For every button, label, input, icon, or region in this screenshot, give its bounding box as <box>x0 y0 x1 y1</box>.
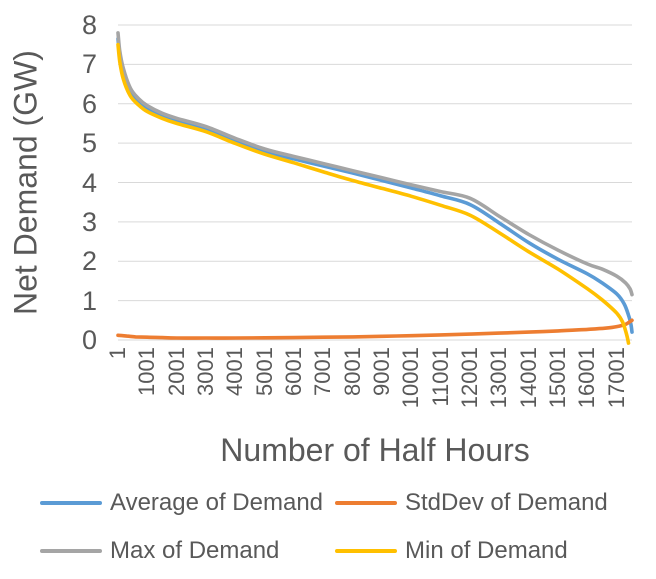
legend-label-min: Min of Demand <box>405 537 568 564</box>
x-tick-label: 10001 <box>398 347 424 409</box>
x-tick-label: 6001 <box>281 347 307 396</box>
legend-item-stddev: StdDev of Demand <box>335 489 608 516</box>
series-line-1 <box>116 318 634 340</box>
x-tick-label: 4001 <box>222 347 248 396</box>
y-tick-label: 1 <box>81 285 97 316</box>
x-tick-label: 3001 <box>193 347 219 396</box>
legend-item-min: Min of Demand <box>335 537 568 564</box>
y-tick-label: 3 <box>81 206 97 237</box>
x-tick-label: 8001 <box>339 347 365 396</box>
x-tick-label: 17001 <box>603 347 629 409</box>
legend-item-max: Max of Demand <box>40 537 280 564</box>
y-tick-label: 5 <box>81 128 97 159</box>
x-tick-label: 13001 <box>486 347 512 409</box>
legend-label-average: Average of Demand <box>110 489 324 516</box>
series-line-2 <box>116 31 634 297</box>
series-line-3 <box>116 42 631 345</box>
min-line-sample <box>335 549 397 553</box>
x-tick-label: 12001 <box>457 347 483 409</box>
y-tick-label: 6 <box>81 88 97 119</box>
y-tick-label: 4 <box>81 167 97 198</box>
series-line-0 <box>116 37 634 334</box>
x-tick-label: 9001 <box>369 347 395 396</box>
y-tick-label: 7 <box>81 49 97 80</box>
x-tick-label: 1001 <box>134 347 160 396</box>
x-tick-label: 14001 <box>515 347 541 409</box>
x-tick-label: 15001 <box>545 347 571 409</box>
x-tick-label: 7001 <box>310 347 336 396</box>
x-tick-label: 2001 <box>163 347 189 396</box>
legend-label-stddev: StdDev of Demand <box>405 489 608 516</box>
x-axis-title: Number of Half Hours <box>220 432 530 468</box>
x-tick-label: 16001 <box>574 347 600 409</box>
x-tick-label: 1 <box>105 347 130 360</box>
y-tick-label: 0 <box>81 325 97 355</box>
x-tick-label: 5001 <box>251 347 277 396</box>
y-tick-label: 2 <box>81 246 97 277</box>
average-line-sample <box>40 501 102 505</box>
plot-area <box>116 24 634 345</box>
legend-item-average: Average of Demand <box>40 489 324 516</box>
y-tick-label: 8 <box>81 10 97 40</box>
stddev-line-sample <box>335 501 397 505</box>
max-line-sample <box>40 549 102 553</box>
x-tick-label: 11001 <box>427 347 453 407</box>
legend-label-max: Max of Demand <box>110 537 280 564</box>
